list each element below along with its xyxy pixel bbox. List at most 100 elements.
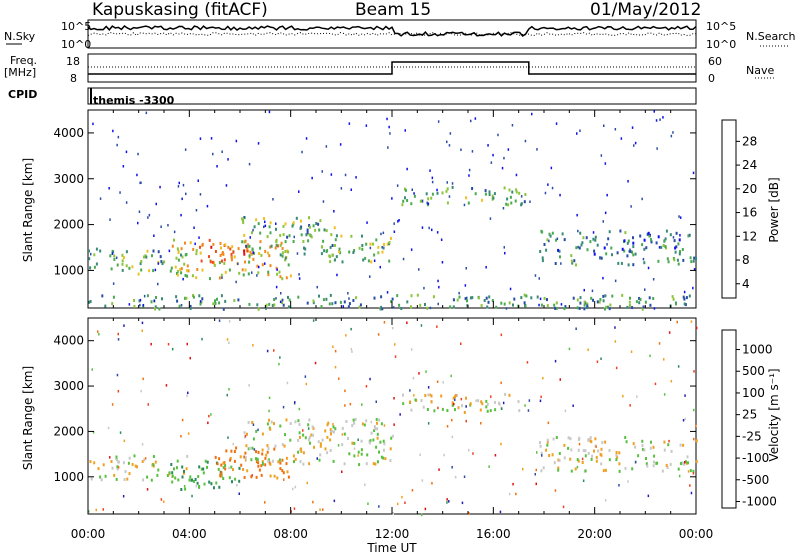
heatmap-cell — [644, 300, 647, 304]
heatmap-cell — [257, 307, 260, 311]
heatmap-cell — [212, 152, 214, 156]
heatmap-cell — [339, 143, 342, 146]
heatmap-cell — [176, 466, 178, 470]
heatmap-cell — [264, 224, 267, 228]
heatmap-cell — [325, 145, 328, 148]
heatmap-cell — [173, 467, 175, 471]
heatmap-cell — [141, 460, 144, 463]
heatmap-cell — [198, 485, 201, 489]
heatmap-cell — [214, 250, 217, 253]
heatmap-cell — [563, 238, 566, 242]
heatmap-cell — [119, 431, 122, 434]
heatmap-cell — [176, 459, 179, 463]
heatmap-cell — [413, 394, 415, 397]
power-tick-high-left: 10^5 — [61, 20, 92, 33]
heatmap-cell — [224, 464, 227, 467]
heatmap-cell — [568, 347, 571, 351]
heatmap-cell — [133, 299, 135, 302]
heatmap-cell — [332, 345, 334, 348]
heatmap-cell — [344, 389, 346, 393]
heatmap-cell — [340, 187, 343, 190]
heatmap-cell — [667, 443, 670, 447]
heatmap-cell — [116, 373, 119, 377]
heatmap-cell — [669, 233, 672, 237]
heatmap-cell — [248, 244, 251, 248]
heatmap-cell — [221, 276, 223, 279]
heatmap-cell — [387, 146, 389, 149]
heatmap-cell — [333, 430, 335, 434]
heatmap-cell — [305, 233, 308, 237]
heatmap-cell — [326, 451, 329, 455]
heatmap-cell — [180, 267, 183, 271]
heatmap-cell — [333, 499, 336, 503]
heatmap-cell — [390, 236, 392, 240]
heatmap-cell — [489, 409, 492, 413]
heatmap-cell — [233, 255, 236, 259]
heatmap-cell — [264, 456, 267, 460]
heatmap-cell — [122, 256, 125, 259]
heatmap-cell — [258, 265, 260, 269]
heatmap-cell — [371, 242, 374, 246]
heatmap-cell — [178, 304, 181, 308]
heatmap-cell — [388, 241, 391, 244]
heatmap-cell — [393, 222, 395, 225]
heatmap-cell — [375, 418, 378, 421]
heatmap-cell — [323, 249, 326, 253]
heatmap-cell — [150, 342, 152, 346]
heatmap-cell — [338, 250, 341, 254]
heatmap-cell — [641, 447, 644, 451]
heatmap-cell — [117, 332, 119, 336]
heatmap-cell — [391, 434, 394, 438]
heatmap-cell — [329, 428, 332, 432]
heatmap-cell — [276, 268, 278, 271]
heatmap-cell — [276, 244, 279, 248]
heatmap-cell — [695, 326, 698, 330]
heatmap-cell — [97, 467, 100, 471]
heatmap-cell — [578, 306, 581, 310]
heatmap-cell — [125, 150, 128, 154]
heatmap-cell — [121, 253, 124, 257]
heatmap-cell — [252, 437, 255, 441]
heatmap-cell — [365, 419, 368, 423]
heatmap-cell — [220, 463, 223, 467]
heatmap-cell — [535, 482, 537, 486]
heatmap-cell — [251, 421, 254, 424]
heatmap-cell — [141, 329, 143, 332]
heatmap-cell — [295, 216, 298, 220]
heatmap-cell — [279, 233, 282, 237]
freq-panel — [87, 53, 775, 83]
heatmap-cell — [292, 487, 294, 491]
heatmap-cell — [558, 452, 561, 455]
heatmap-cell — [268, 110, 271, 114]
heatmap-cell — [446, 181, 448, 184]
heatmap-cell — [364, 256, 367, 260]
heatmap-cell — [681, 248, 684, 251]
heatmap-cell — [268, 418, 270, 422]
heatmap-cell — [378, 418, 381, 422]
heatmap-cell — [177, 478, 180, 482]
heatmap-cell — [95, 247, 98, 251]
heatmap-cell — [580, 243, 583, 247]
heatmap-cell — [551, 231, 554, 235]
heatmap-cell — [302, 451, 305, 455]
heatmap-cell — [664, 237, 667, 241]
heatmap-cell — [284, 222, 287, 226]
colorbar-tick-label: 25 — [742, 408, 757, 422]
heatmap-cell — [437, 120, 440, 123]
heatmap-cell — [266, 235, 269, 239]
heatmap-cell — [606, 305, 609, 309]
nsky-label: N.Sky — [4, 30, 36, 43]
heatmap-cell — [108, 187, 110, 190]
heatmap-cell — [682, 295, 685, 299]
heatmap-cell — [215, 481, 218, 485]
heatmap-cell — [286, 381, 289, 385]
heatmap-cell — [474, 192, 477, 196]
heatmap-cell — [692, 259, 695, 263]
heatmap-cell — [243, 233, 246, 237]
heatmap-cell — [451, 185, 454, 189]
heatmap-cell — [181, 197, 183, 201]
heatmap-cell — [131, 265, 134, 269]
heatmap-cell — [283, 478, 285, 481]
heatmap-cell — [117, 390, 120, 393]
